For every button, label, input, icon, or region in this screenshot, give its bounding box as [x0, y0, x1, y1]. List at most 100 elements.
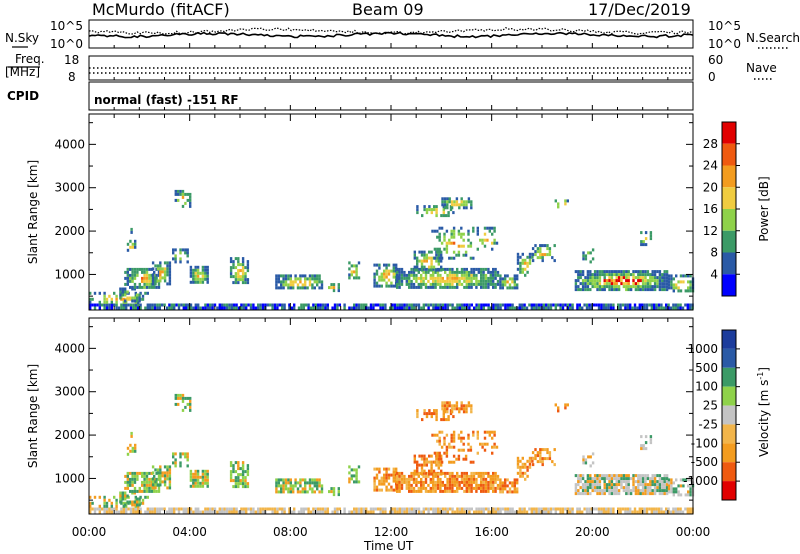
power-cell	[141, 294, 145, 298]
power-cell	[192, 271, 195, 275]
velocity-cell	[486, 442, 489, 446]
power-cell	[432, 282, 435, 286]
velocity-cell	[143, 471, 146, 475]
power-cell	[408, 285, 411, 289]
power-cell	[161, 270, 164, 274]
velocity-cell	[128, 500, 132, 504]
power-cell	[110, 297, 113, 301]
velocity-cell	[357, 480, 361, 484]
velocity-cell	[108, 498, 111, 502]
power-cell	[129, 303, 133, 307]
velocity-cell	[159, 477, 162, 481]
power-cell	[125, 303, 128, 307]
power-cell	[625, 270, 628, 274]
velocity-cell	[275, 478, 278, 482]
velocity-cell	[181, 396, 185, 400]
velocity-cell	[620, 480, 623, 484]
power-cell	[608, 276, 611, 280]
velocity-cell	[461, 507, 464, 511]
power-cell	[615, 282, 618, 286]
velocity-cell	[249, 507, 253, 511]
velocity-cell	[206, 475, 209, 479]
velocity-cell	[598, 489, 602, 493]
velocity-cell	[422, 510, 425, 514]
power-cell	[148, 279, 151, 283]
power-cell	[591, 282, 594, 286]
power-cell	[627, 279, 630, 283]
velocity-cell	[241, 476, 245, 480]
power-cell	[581, 273, 585, 277]
velocity-cell	[237, 461, 240, 465]
velocity-cell	[156, 483, 160, 487]
velocity-cell	[667, 484, 671, 488]
power-cell	[607, 303, 610, 307]
velocity-cell	[122, 507, 125, 511]
power-cell	[257, 306, 260, 310]
velocity-cell	[133, 477, 137, 481]
power-cell	[667, 274, 671, 278]
velocity-cell	[475, 480, 478, 484]
velocity-cell	[646, 483, 650, 487]
power-cell	[353, 276, 356, 280]
velocity-cell	[332, 490, 336, 494]
power-cell	[645, 303, 649, 307]
power-cell	[439, 282, 442, 286]
power-cell	[663, 279, 666, 283]
power-cell	[126, 248, 130, 252]
velocity-cell	[504, 484, 507, 488]
velocity-cell	[318, 490, 321, 494]
velocity-cell	[174, 396, 177, 400]
velocity-cell	[154, 468, 157, 472]
velocity-cell	[249, 510, 253, 514]
velocity-cell	[435, 409, 438, 413]
power-cell	[131, 287, 134, 291]
power-cell	[155, 267, 158, 271]
velocity-cell	[469, 448, 473, 452]
power-cell	[239, 263, 242, 267]
velocity-cell	[105, 507, 109, 511]
velocity-cell	[246, 485, 250, 489]
power-cell	[108, 294, 111, 298]
velocity-cell	[658, 477, 662, 481]
velocity-cell	[165, 510, 169, 514]
velocity-cell	[463, 477, 466, 481]
power-cell	[360, 306, 363, 310]
power-cell	[492, 279, 495, 283]
power-cell	[209, 303, 212, 307]
velocity-cell	[506, 478, 509, 482]
velocity-cell	[504, 481, 507, 485]
power-cell	[392, 266, 395, 270]
power-cell	[320, 283, 324, 287]
power-cell	[489, 306, 493, 310]
power-cell	[470, 203, 473, 207]
power-cell	[400, 267, 404, 271]
power-cell	[480, 285, 483, 289]
power-cell	[689, 289, 692, 293]
velocity-cell	[287, 481, 290, 485]
velocity-cell	[483, 448, 487, 452]
velocity-ytick-label: 2000	[54, 428, 85, 442]
velocity-cell	[163, 483, 167, 487]
velocity-cell	[457, 457, 461, 461]
velocity-cell	[136, 497, 139, 501]
power-cell	[596, 270, 599, 274]
velocity-cell	[154, 483, 157, 487]
power-cell	[576, 306, 579, 310]
velocity-cell	[432, 489, 435, 493]
power-cell	[458, 306, 461, 310]
velocity-cell	[318, 478, 321, 482]
power-cell	[307, 306, 310, 310]
power-cell	[608, 273, 611, 277]
power-cell	[206, 268, 209, 272]
power-cell	[134, 303, 137, 307]
velocity-cell	[318, 481, 321, 485]
power-cell	[234, 257, 238, 261]
power-cell	[239, 269, 242, 273]
power-cell	[177, 192, 180, 196]
power-cell	[577, 288, 580, 292]
velocity-cell	[199, 475, 202, 479]
power-cell	[235, 303, 238, 307]
velocity-cell	[576, 510, 579, 514]
velocity-cell	[675, 487, 678, 491]
power-cell	[564, 303, 567, 307]
